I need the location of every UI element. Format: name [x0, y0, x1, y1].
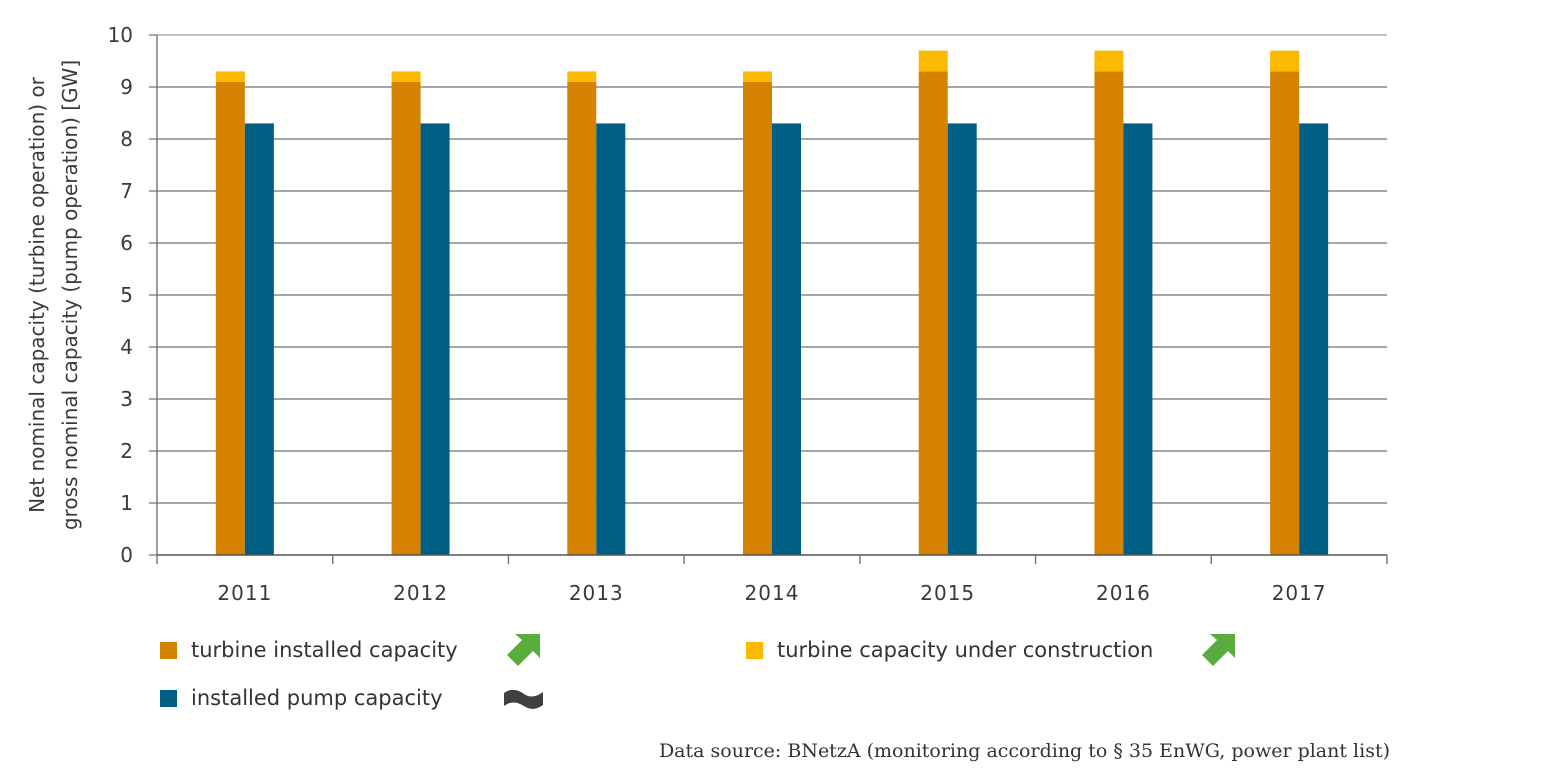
legend-swatch — [746, 641, 763, 659]
bar-installed-pump — [947, 123, 977, 556]
bar-turbine-under-construction — [1270, 50, 1300, 72]
y-tick-label: 8 — [120, 127, 133, 151]
data-source-note: Data source: BNetzA (monitoring accordin… — [658, 740, 1390, 762]
x-tick-label: 2015 — [920, 581, 975, 605]
bar-turbine-under-construction — [918, 50, 948, 72]
bar-installed-pump — [596, 123, 626, 556]
bar-turbine-installed — [1094, 71, 1124, 556]
bar-turbine-installed — [567, 81, 597, 556]
x-tick-label: 2013 — [569, 581, 624, 605]
x-tick-labels: 2011 2012 2013 2014 2015 2016 2017 — [217, 581, 1327, 605]
tilde-wave-icon — [504, 689, 543, 709]
bar-turbine-installed — [1270, 71, 1300, 556]
legend-swatch — [160, 641, 177, 659]
y-axis-label-line-2: gross nominal capacity (pump operation) … — [58, 60, 82, 530]
legend-label: turbine capacity under construction — [777, 638, 1154, 662]
y-tick-label: 6 — [120, 231, 133, 255]
bar-turbine-under-construction — [567, 71, 597, 82]
bar-turbine-under-construction — [391, 71, 421, 82]
bar-turbine-installed — [743, 81, 772, 556]
y-tick-label: 5 — [120, 283, 133, 307]
y-tick-label: 3 — [120, 387, 133, 411]
bar-installed-pump — [1299, 123, 1329, 556]
legend-item-turbine-installed: turbine installed capacity — [160, 638, 458, 662]
legend-item-installed-pump: installed pump capacity — [160, 686, 443, 710]
bar-turbine-installed — [215, 81, 245, 556]
y-tick-label: 2 — [120, 439, 133, 463]
y-tick-label: 7 — [120, 179, 133, 203]
axes — [156, 35, 1388, 564]
bar-turbine-under-construction — [743, 71, 772, 82]
bars — [215, 50, 1329, 556]
bar-installed-pump — [244, 123, 274, 556]
x-tick-label: 2017 — [1272, 581, 1327, 605]
x-tick-label: 2012 — [393, 581, 448, 605]
legend-swatch — [160, 689, 177, 707]
bar-installed-pump — [420, 123, 450, 556]
y-tick-label: 0 — [120, 543, 133, 567]
bar-turbine-under-construction — [1094, 50, 1124, 72]
x-tick-label: 2011 — [217, 581, 272, 605]
bar-installed-pump — [772, 123, 801, 556]
bar-installed-pump — [1123, 123, 1153, 556]
legend-label: turbine installed capacity — [191, 638, 458, 662]
bar-turbine-under-construction — [215, 71, 245, 82]
y-tick-label: 4 — [120, 335, 133, 359]
y-tick-label: 1 — [120, 491, 133, 515]
arrow-up-right-icon — [507, 634, 540, 666]
bar-turbine-installed — [918, 71, 948, 556]
bar-turbine-installed — [391, 81, 421, 556]
legend-label: installed pump capacity — [191, 686, 443, 710]
y-axis-label-line-1: Net nominal capacity (turbine operation)… — [25, 76, 49, 513]
y-tick-label: 9 — [120, 75, 133, 99]
legend-item-turbine-under-construction: turbine capacity under construction — [746, 638, 1153, 662]
y-tick-label: 10 — [108, 23, 133, 47]
y-tick-labels: 0 1 2 3 4 5 6 7 8 9 10 — [108, 23, 133, 567]
arrow-up-right-icon — [1202, 634, 1235, 666]
x-tick-label: 2016 — [1096, 581, 1151, 605]
x-tick-label: 2014 — [745, 581, 800, 605]
